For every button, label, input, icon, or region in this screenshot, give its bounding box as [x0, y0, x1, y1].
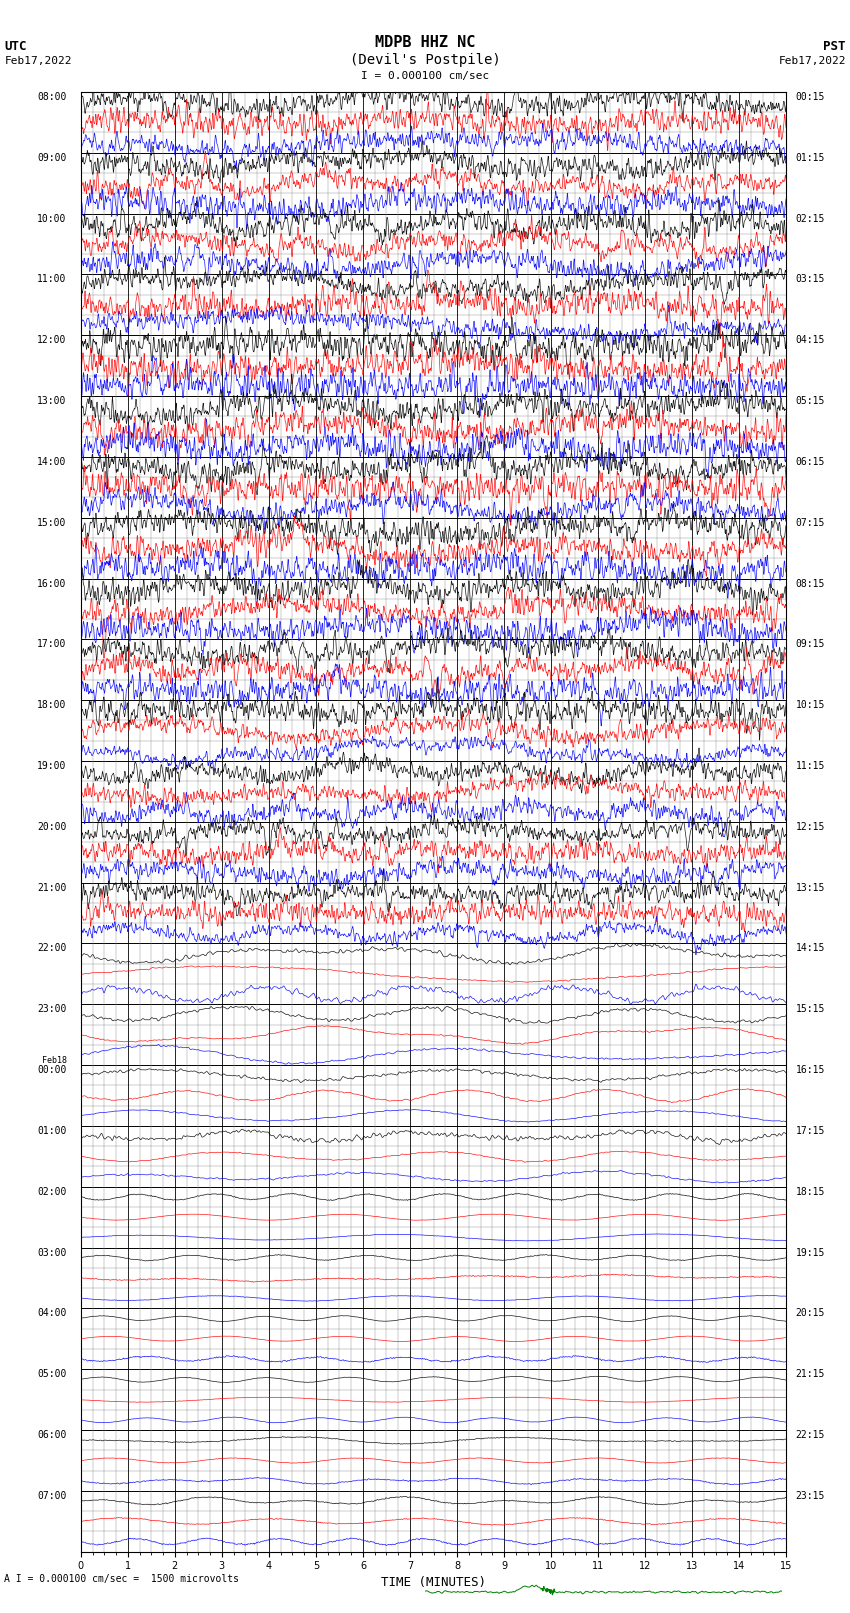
Text: 03:00: 03:00 [37, 1247, 66, 1258]
Text: I = 0.000100 cm/sec: I = 0.000100 cm/sec [361, 71, 489, 81]
Text: 04:00: 04:00 [37, 1308, 66, 1318]
Text: 23:00: 23:00 [37, 1005, 66, 1015]
Text: 22:00: 22:00 [37, 944, 66, 953]
Text: 03:15: 03:15 [796, 274, 825, 284]
Text: 23:15: 23:15 [796, 1490, 825, 1500]
Text: 15:15: 15:15 [796, 1005, 825, 1015]
Text: Feb17,2022: Feb17,2022 [4, 56, 71, 66]
Text: 06:00: 06:00 [37, 1431, 66, 1440]
Text: 10:00: 10:00 [37, 213, 66, 224]
Text: 05:00: 05:00 [37, 1369, 66, 1379]
Text: 22:15: 22:15 [796, 1431, 825, 1440]
Text: (Devil's Postpile): (Devil's Postpile) [349, 53, 501, 68]
Text: 19:15: 19:15 [796, 1247, 825, 1258]
Text: 18:15: 18:15 [796, 1187, 825, 1197]
Text: 20:00: 20:00 [37, 823, 66, 832]
Text: Feb18: Feb18 [42, 1057, 66, 1065]
Text: 04:15: 04:15 [796, 336, 825, 345]
Text: 08:00: 08:00 [37, 92, 66, 102]
Text: MDPB HHZ NC: MDPB HHZ NC [375, 35, 475, 50]
Text: PST: PST [824, 40, 846, 53]
Text: 01:00: 01:00 [37, 1126, 66, 1136]
Text: 20:15: 20:15 [796, 1308, 825, 1318]
Text: 12:00: 12:00 [37, 336, 66, 345]
Text: 21:00: 21:00 [37, 882, 66, 892]
Text: 14:00: 14:00 [37, 456, 66, 466]
Text: 02:15: 02:15 [796, 213, 825, 224]
Text: 09:00: 09:00 [37, 153, 66, 163]
Text: 19:00: 19:00 [37, 761, 66, 771]
Text: UTC: UTC [4, 40, 26, 53]
Text: 10:15: 10:15 [796, 700, 825, 710]
Text: 17:15: 17:15 [796, 1126, 825, 1136]
Text: A I = 0.000100 cm/sec =  1500 microvolts: A I = 0.000100 cm/sec = 1500 microvolts [4, 1574, 239, 1584]
Text: 13:00: 13:00 [37, 397, 66, 406]
Text: 16:15: 16:15 [796, 1065, 825, 1076]
Text: 11:15: 11:15 [796, 761, 825, 771]
Text: 18:00: 18:00 [37, 700, 66, 710]
Text: 05:15: 05:15 [796, 397, 825, 406]
Text: 06:15: 06:15 [796, 456, 825, 466]
Text: 00:00: 00:00 [37, 1065, 66, 1076]
Text: 00:15: 00:15 [796, 92, 825, 102]
Text: 12:15: 12:15 [796, 823, 825, 832]
Text: 13:15: 13:15 [796, 882, 825, 892]
Text: 09:15: 09:15 [796, 639, 825, 650]
Text: 11:00: 11:00 [37, 274, 66, 284]
Text: Feb17,2022: Feb17,2022 [779, 56, 846, 66]
Text: 07:00: 07:00 [37, 1490, 66, 1500]
Text: 08:15: 08:15 [796, 579, 825, 589]
Text: 02:00: 02:00 [37, 1187, 66, 1197]
X-axis label: TIME (MINUTES): TIME (MINUTES) [381, 1576, 486, 1589]
Text: 16:00: 16:00 [37, 579, 66, 589]
Text: 21:15: 21:15 [796, 1369, 825, 1379]
Text: 15:00: 15:00 [37, 518, 66, 527]
Text: 01:15: 01:15 [796, 153, 825, 163]
Text: 07:15: 07:15 [796, 518, 825, 527]
Text: 14:15: 14:15 [796, 944, 825, 953]
Text: 17:00: 17:00 [37, 639, 66, 650]
